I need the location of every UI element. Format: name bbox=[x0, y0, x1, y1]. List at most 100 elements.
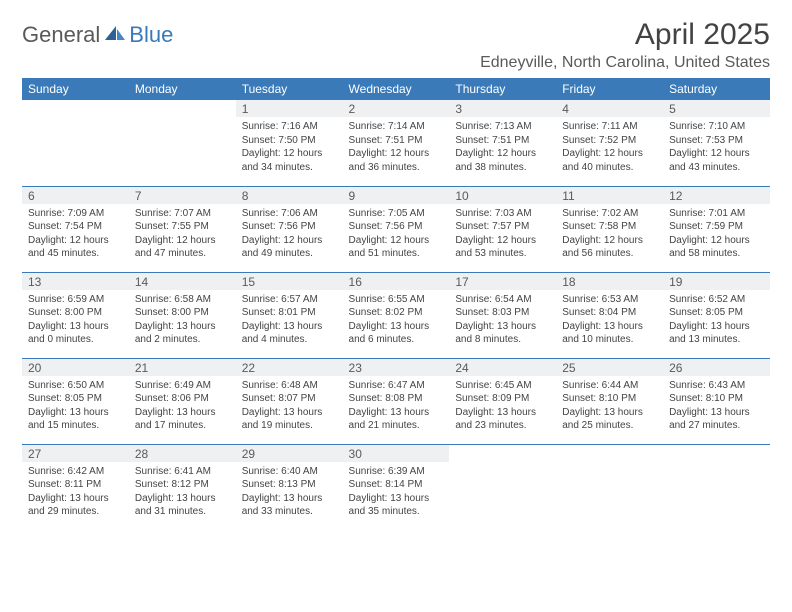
sunrise-text: Sunrise: 6:42 AM bbox=[28, 465, 123, 479]
sunrise-text: Sunrise: 6:58 AM bbox=[135, 293, 230, 307]
sunrise-text: Sunrise: 6:47 AM bbox=[349, 379, 444, 393]
calendar-day-cell: 18Sunrise: 6:53 AMSunset: 8:04 PMDayligh… bbox=[556, 272, 663, 358]
day-details: Sunrise: 7:03 AMSunset: 7:57 PMDaylight:… bbox=[455, 207, 550, 261]
daylight-text: Daylight: 13 hours and 8 minutes. bbox=[455, 320, 550, 347]
sunset-text: Sunset: 8:09 PM bbox=[455, 392, 550, 406]
day-number: 1 bbox=[236, 100, 343, 117]
daylight-text: Daylight: 13 hours and 29 minutes. bbox=[28, 492, 123, 519]
calendar-day-cell bbox=[556, 444, 663, 530]
daylight-text: Daylight: 12 hours and 56 minutes. bbox=[562, 234, 657, 261]
sunrise-text: Sunrise: 7:16 AM bbox=[242, 120, 337, 134]
calendar-day-cell: 6Sunrise: 7:09 AMSunset: 7:54 PMDaylight… bbox=[22, 186, 129, 272]
sunset-text: Sunset: 8:08 PM bbox=[349, 392, 444, 406]
sunset-text: Sunset: 8:05 PM bbox=[669, 306, 764, 320]
sunset-text: Sunset: 8:13 PM bbox=[242, 478, 337, 492]
day-details: Sunrise: 6:49 AMSunset: 8:06 PMDaylight:… bbox=[135, 379, 230, 433]
day-details: Sunrise: 6:52 AMSunset: 8:05 PMDaylight:… bbox=[669, 293, 764, 347]
calendar-day-cell: 9Sunrise: 7:05 AMSunset: 7:56 PMDaylight… bbox=[343, 186, 450, 272]
sunrise-text: Sunrise: 7:14 AM bbox=[349, 120, 444, 134]
day-number: 19 bbox=[663, 273, 770, 290]
day-number: 17 bbox=[449, 273, 556, 290]
sunrise-text: Sunrise: 6:45 AM bbox=[455, 379, 550, 393]
weekday-friday: Friday bbox=[556, 78, 663, 100]
daylight-text: Daylight: 13 hours and 35 minutes. bbox=[349, 492, 444, 519]
daylight-text: Daylight: 13 hours and 21 minutes. bbox=[349, 406, 444, 433]
calendar-day-cell: 22Sunrise: 6:48 AMSunset: 8:07 PMDayligh… bbox=[236, 358, 343, 444]
sunset-text: Sunset: 7:58 PM bbox=[562, 220, 657, 234]
weekday-monday: Monday bbox=[129, 78, 236, 100]
day-details: Sunrise: 6:44 AMSunset: 8:10 PMDaylight:… bbox=[562, 379, 657, 433]
sunrise-text: Sunrise: 6:50 AM bbox=[28, 379, 123, 393]
calendar-day-cell: 19 Sunrise: 6:52 AMSunset: 8:05 PMDayligh… bbox=[663, 272, 770, 358]
weekday-sunday: Sunday bbox=[22, 78, 129, 100]
location-text: Edneyville, North Carolina, United State… bbox=[480, 54, 770, 72]
daylight-text: Daylight: 12 hours and 53 minutes. bbox=[455, 234, 550, 261]
day-details: Sunrise: 7:05 AMSunset: 7:56 PMDaylight:… bbox=[349, 207, 444, 261]
calendar-week-row: 6Sunrise: 7:09 AMSunset: 7:54 PMDaylight… bbox=[22, 186, 770, 272]
daylight-text: Daylight: 13 hours and 27 minutes. bbox=[669, 406, 764, 433]
sunset-text: Sunset: 8:02 PM bbox=[349, 306, 444, 320]
calendar-day-cell bbox=[449, 444, 556, 530]
calendar-body: 1 Sunrise: 7:16 AMSunset: 7:50 PMDaylight… bbox=[22, 100, 770, 530]
day-details: Sunrise: 6:59 AMSunset: 8:00 PMDaylight:… bbox=[28, 293, 123, 347]
logo-text-blue: Blue bbox=[129, 22, 173, 48]
daylight-text: Daylight: 13 hours and 6 minutes. bbox=[349, 320, 444, 347]
logo-sail-icon bbox=[104, 25, 126, 41]
daylight-text: Daylight: 13 hours and 15 minutes. bbox=[28, 406, 123, 433]
day-number: 10 bbox=[449, 187, 556, 204]
day-number: 29 bbox=[236, 445, 343, 462]
calendar-day-cell: 11Sunrise: 7:02 AMSunset: 7:58 PMDayligh… bbox=[556, 186, 663, 272]
day-number: 5 bbox=[663, 100, 770, 117]
day-details: Sunrise: 7:02 AMSunset: 7:58 PMDaylight:… bbox=[562, 207, 657, 261]
calendar-table: Sunday Monday Tuesday Wednesday Thursday… bbox=[22, 78, 770, 530]
calendar-day-cell: 12Sunrise: 7:01 AMSunset: 7:59 PMDayligh… bbox=[663, 186, 770, 272]
day-number: 16 bbox=[343, 273, 450, 290]
daylight-text: Daylight: 12 hours and 47 minutes. bbox=[135, 234, 230, 261]
calendar-week-row: 27Sunrise: 6:42 AMSunset: 8:11 PMDayligh… bbox=[22, 444, 770, 530]
weekday-tuesday: Tuesday bbox=[236, 78, 343, 100]
sunrise-text: Sunrise: 6:40 AM bbox=[242, 465, 337, 479]
logo-text-general: General bbox=[22, 22, 100, 48]
day-number: 7 bbox=[129, 187, 236, 204]
day-number: 15 bbox=[236, 273, 343, 290]
day-details: Sunrise: 6:39 AMSunset: 8:14 PMDaylight:… bbox=[349, 465, 444, 519]
calendar-day-cell bbox=[22, 100, 129, 186]
sunset-text: Sunset: 7:51 PM bbox=[349, 134, 444, 148]
sunrise-text: Sunrise: 7:03 AM bbox=[455, 207, 550, 221]
day-details: Sunrise: 6:55 AMSunset: 8:02 PMDaylight:… bbox=[349, 293, 444, 347]
calendar-day-cell: 3Sunrise: 7:13 AMSunset: 7:51 PMDaylight… bbox=[449, 100, 556, 186]
day-number: 25 bbox=[556, 359, 663, 376]
sunset-text: Sunset: 7:57 PM bbox=[455, 220, 550, 234]
day-number: 8 bbox=[236, 187, 343, 204]
calendar-day-cell: 17 Sunrise: 6:54 AMSunset: 8:03 PMDayligh… bbox=[449, 272, 556, 358]
calendar-day-cell: 15Sunrise: 6:57 AMSunset: 8:01 PMDayligh… bbox=[236, 272, 343, 358]
logo: General Blue bbox=[22, 22, 173, 48]
daylight-text: Daylight: 12 hours and 51 minutes. bbox=[349, 234, 444, 261]
day-details: Sunrise: 6:54 AMSunset: 8:03 PMDaylight:… bbox=[455, 293, 550, 347]
day-details: Sunrise: 7:16 AMSunset: 7:50 PMDaylight:… bbox=[242, 120, 337, 174]
sunset-text: Sunset: 7:53 PM bbox=[669, 134, 764, 148]
calendar-day-cell bbox=[129, 100, 236, 186]
sunset-text: Sunset: 8:03 PM bbox=[455, 306, 550, 320]
day-details: Sunrise: 6:58 AMSunset: 8:00 PMDaylight:… bbox=[135, 293, 230, 347]
day-details: Sunrise: 6:47 AMSunset: 8:08 PMDaylight:… bbox=[349, 379, 444, 433]
page-header: General Blue April 2025 Edneyville, Nort… bbox=[22, 18, 770, 72]
day-number: 28 bbox=[129, 445, 236, 462]
day-number: 23 bbox=[343, 359, 450, 376]
day-details: Sunrise: 7:13 AMSunset: 7:51 PMDaylight:… bbox=[455, 120, 550, 174]
day-number: 6 bbox=[22, 187, 129, 204]
sunrise-text: Sunrise: 7:13 AM bbox=[455, 120, 550, 134]
sunrise-text: Sunrise: 6:53 AM bbox=[562, 293, 657, 307]
sunrise-text: Sunrise: 7:02 AM bbox=[562, 207, 657, 221]
calendar-day-cell: 14Sunrise: 6:58 AMSunset: 8:00 PMDayligh… bbox=[129, 272, 236, 358]
sunrise-text: Sunrise: 6:41 AM bbox=[135, 465, 230, 479]
daylight-text: Daylight: 12 hours and 34 minutes. bbox=[242, 147, 337, 174]
day-details: Sunrise: 7:01 AMSunset: 7:59 PMDaylight:… bbox=[669, 207, 764, 261]
calendar-day-cell: 25 Sunrise: 6:44 AMSunset: 8:10 PMDayligh… bbox=[556, 358, 663, 444]
daylight-text: Daylight: 12 hours and 40 minutes. bbox=[562, 147, 657, 174]
daylight-text: Daylight: 13 hours and 4 minutes. bbox=[242, 320, 337, 347]
daylight-text: Daylight: 12 hours and 49 minutes. bbox=[242, 234, 337, 261]
day-details: Sunrise: 6:48 AMSunset: 8:07 PMDaylight:… bbox=[242, 379, 337, 433]
sunrise-text: Sunrise: 7:01 AM bbox=[669, 207, 764, 221]
day-details: Sunrise: 6:41 AMSunset: 8:12 PMDaylight:… bbox=[135, 465, 230, 519]
